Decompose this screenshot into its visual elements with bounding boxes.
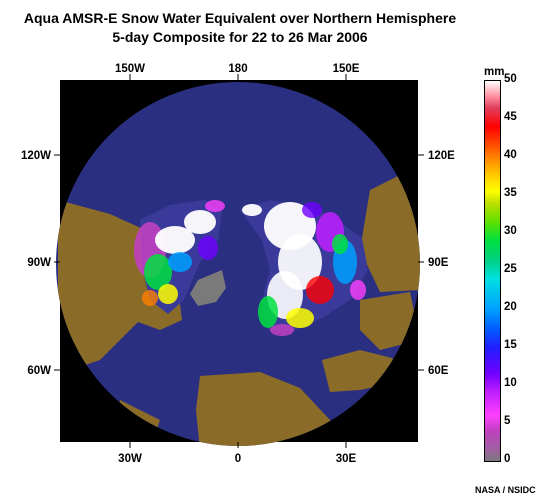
lon-label-bottom: 0 [235,453,241,465]
lon-label-top: 150E [333,63,360,75]
credit-label: NASA / NSIDC [475,485,536,495]
swe-patch [184,210,216,234]
swe-layer [134,200,366,336]
lon-label-right: 90E [428,257,449,269]
lon-label-right: 120E [428,150,455,162]
lon-label-left: 90W [27,257,51,269]
colorbar-tick-label: 35 [504,187,517,199]
colorbar-tick-label: 15 [504,339,517,351]
swe-patch [168,252,192,272]
swe-patch [155,226,195,254]
swe-patch [332,234,348,254]
swe-patch [242,204,262,216]
south-asia-land [360,292,420,350]
colorbar-tick-label: 20 [504,301,517,313]
swe-patch [142,290,158,306]
colorbar-tick-label: 5 [504,415,511,427]
colorbar-tick-label: 50 [504,73,517,85]
colorbar-tick-label: 30 [504,225,517,237]
colorbar [484,80,501,462]
greenland-no-data [190,270,226,306]
ocean-disc [56,82,420,446]
lon-label-bottom: 30E [336,453,357,465]
lon-label-top: 180 [228,63,247,75]
colorbar-tick-label: 45 [504,111,517,123]
map-subtitle: 5-day Composite for 22 to 26 Mar 2006 [112,29,368,45]
swe-patch [144,254,172,290]
swe-patch [302,202,322,218]
north-america-land [58,200,182,370]
colorbar-tick-label: 40 [504,149,517,161]
colorbar-unit: mm [484,66,505,78]
swe-patch [350,280,366,300]
graticule-ticks [54,74,424,448]
swe-patch [258,296,278,328]
swe-patch [205,200,225,212]
lon-label-left: 60W [27,365,51,377]
lon-label-top: 150W [115,63,145,75]
east-asia-land [360,175,420,292]
colorbar-tick-label: 25 [504,263,517,275]
swe-patch [270,324,294,336]
lon-label-right: 60E [428,365,449,377]
colorbar-tick-label: 10 [504,377,517,389]
swe-patch [306,276,334,304]
swe-patch [286,308,314,328]
lon-label-bottom: 30W [118,453,142,465]
africa-land [196,372,340,446]
colorbar-tick-label: 0 [504,453,511,465]
map-title: Aqua AMSR-E Snow Water Equivalent over N… [23,10,457,26]
swe-patch [198,236,218,260]
swe-patch [158,284,178,304]
lon-label-left: 120W [21,150,51,162]
